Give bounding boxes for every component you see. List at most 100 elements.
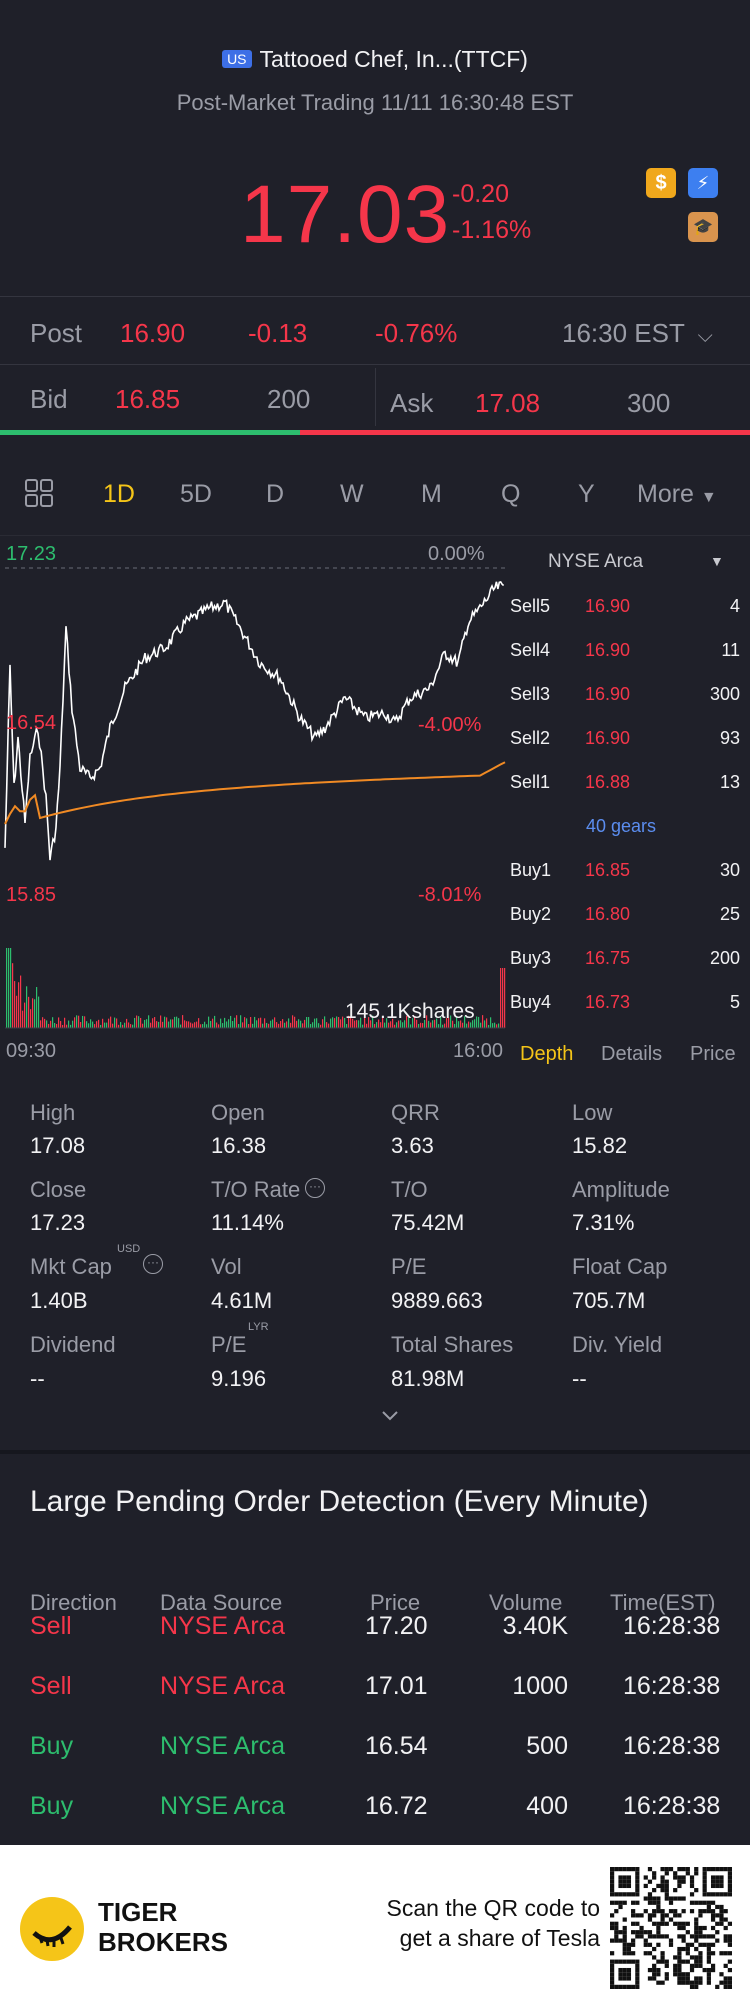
volume-bar — [144, 1019, 146, 1028]
volume-bar — [448, 1017, 450, 1028]
volume-bar — [214, 1015, 216, 1028]
chevron-down-icon: ⌵ — [697, 325, 713, 347]
volume-bar — [376, 1022, 378, 1028]
chart-mid-pct: -4.00% — [418, 714, 482, 736]
qr-code[interactable] — [610, 1867, 732, 1989]
stat-label: Total Shares — [391, 1332, 514, 1357]
expand-chevron-icon[interactable] — [379, 1405, 401, 1427]
tab-5d[interactable]: 5D — [180, 480, 212, 508]
volume-bar — [154, 1017, 156, 1028]
volume-bar — [316, 1018, 318, 1028]
volume-bar — [428, 1020, 430, 1028]
volume-bar — [490, 1017, 492, 1028]
trading-status: Post-Market Trading 11/11 16:30:48 EST — [176, 90, 574, 115]
volume-bar — [236, 1015, 238, 1028]
volume-bar — [136, 1015, 138, 1028]
ask-size: 300 — [627, 388, 671, 418]
lightning-icon[interactable]: ⚡ — [688, 168, 718, 198]
order-volume: 1000 — [512, 1672, 568, 1700]
tab-depth[interactable]: Depth — [520, 1043, 574, 1065]
bid-ratio-bar — [0, 430, 300, 435]
volume-bar — [62, 1024, 64, 1028]
tab-details[interactable]: Details — [601, 1043, 663, 1065]
stat-value: 7.31% — [572, 1210, 635, 1235]
buy-level-vol: 30 — [719, 860, 740, 880]
tab-y[interactable]: Y — [578, 480, 595, 508]
tab-w[interactable]: W — [340, 480, 364, 508]
large-orders-title: Large Pending Order Detection (Every Min… — [30, 1485, 649, 1518]
chart-type-icon[interactable] — [24, 478, 54, 508]
volume-bar — [350, 1016, 352, 1028]
post-change: -0.13 — [248, 318, 308, 348]
volume-bar — [324, 1016, 326, 1028]
dollar-icon[interactable]: $ — [646, 168, 676, 198]
graduation-icon[interactable]: 🎓 — [688, 212, 718, 242]
divider — [0, 364, 750, 365]
volume-bar — [466, 1023, 468, 1028]
volume-bar — [308, 1017, 310, 1028]
volume-bar — [30, 1009, 32, 1028]
order-volume: 3.40K — [502, 1612, 568, 1640]
promo-footer: TIGER BROKERS Scan the QR code to get a … — [0, 1845, 750, 2007]
volume-label: 145.1Kshares — [345, 1000, 475, 1023]
stock-title[interactable]: US Tattooed Chef, In...(TTCF) — [0, 46, 750, 73]
volume-bar — [232, 1021, 234, 1028]
volume-bar — [488, 1024, 490, 1028]
volume-bar — [284, 1022, 286, 1028]
volume-bar — [252, 1023, 254, 1028]
volume-bar — [54, 1022, 56, 1028]
post-price: 16.90 — [120, 318, 186, 348]
volume-bar — [268, 1023, 270, 1028]
volume-bar — [486, 1018, 488, 1028]
buy-level-price: 16.73 — [585, 992, 631, 1012]
order-source: NYSE Arca — [160, 1792, 286, 1820]
sell-level-label: Sell3 — [510, 684, 551, 704]
volume-bar — [130, 1024, 132, 1028]
volume-bar — [76, 1015, 78, 1028]
volume-bar — [480, 1022, 482, 1028]
promo-line2: get a share of Tesla — [399, 1925, 600, 1951]
tab-d[interactable]: D — [266, 480, 285, 508]
tab-1d[interactable]: 1D — [103, 480, 135, 508]
gears-link[interactable]: 40 gears — [586, 816, 657, 836]
tab-q[interactable]: Q — [501, 480, 521, 508]
volume-bar — [116, 1018, 118, 1028]
post-label: Post — [30, 318, 83, 348]
tab-m[interactable]: M — [421, 480, 442, 508]
tab-price[interactable]: Price — [690, 1043, 736, 1065]
volume-bar — [336, 1016, 338, 1028]
buy-level-label: Buy1 — [510, 860, 552, 880]
stat-value: 81.98M — [391, 1366, 465, 1391]
volume-bar — [414, 1015, 416, 1028]
info-icon[interactable]: ··· — [305, 1178, 325, 1198]
caret-down-icon[interactable]: ▼ — [710, 553, 724, 569]
sell-level-vol: 4 — [729, 596, 740, 616]
volume-bar — [452, 1020, 454, 1028]
brand-line2: BROKERS — [98, 1927, 229, 1957]
exchange-selector[interactable]: NYSE Arca — [548, 551, 643, 573]
volume-bar — [180, 1024, 182, 1028]
info-icon[interactable]: ··· — [143, 1254, 163, 1274]
volume-bar — [304, 1019, 306, 1028]
volume-bar — [278, 1023, 280, 1028]
divider — [375, 368, 376, 426]
volume-bar — [190, 1022, 192, 1028]
volume-bar — [108, 1018, 110, 1028]
stat-value: 17.08 — [30, 1133, 86, 1158]
volume-bar — [300, 1020, 302, 1028]
intraday-chart[interactable] — [0, 540, 510, 1030]
order-time: 16:28:38 — [623, 1732, 721, 1760]
volume-bar — [482, 1015, 484, 1028]
volume-bar — [218, 1024, 220, 1028]
volume-bar — [370, 1020, 372, 1028]
stat-value: -- — [572, 1366, 587, 1391]
volume-bar — [198, 1018, 200, 1028]
volume-bar — [138, 1016, 140, 1028]
volume-bar — [426, 1015, 428, 1028]
volume-bar — [58, 1017, 60, 1028]
volume-bar — [168, 1021, 170, 1028]
volume-bar — [406, 1015, 408, 1028]
post-time-selector[interactable]: 16:30 EST ⌵ — [562, 318, 713, 349]
tab-more[interactable]: More ▼ — [637, 480, 717, 509]
volume-bar — [360, 1017, 362, 1028]
